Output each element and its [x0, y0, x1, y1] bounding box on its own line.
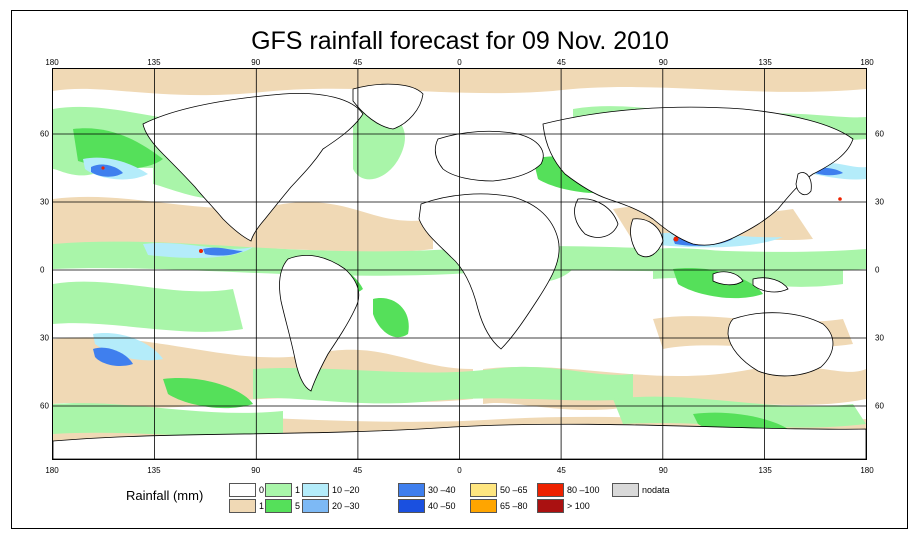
legend-swatch	[302, 483, 329, 497]
figure-frame	[11, 10, 908, 529]
legend-label: 65 –80	[500, 501, 528, 511]
longitude-tick-label: 180	[45, 58, 59, 67]
legend-swatch	[265, 483, 292, 497]
longitude-tick-label: 90	[251, 58, 261, 67]
longitude-tick-label: 135	[147, 466, 161, 475]
legend-swatch	[612, 483, 639, 497]
legend-label: 0	[259, 485, 265, 495]
longitude-tick-label: 135	[147, 58, 161, 67]
longitude-tick-label: 90	[658, 58, 668, 67]
latitude-tick-label: 30	[875, 333, 884, 343]
rainfall-map	[52, 68, 867, 460]
longitude-tick-label: 135	[758, 58, 772, 67]
legend-label: > 100	[567, 501, 590, 511]
graticule	[53, 69, 866, 459]
legend-label: nodata	[642, 485, 670, 495]
legend-swatch	[229, 499, 256, 513]
longitude-tick-label: 135	[758, 466, 772, 475]
legend-label: 10 –20	[332, 485, 360, 495]
legend-label: 1	[259, 501, 265, 511]
latitude-tick-label: 30	[40, 197, 49, 207]
longitude-tick-label: 180	[45, 466, 59, 475]
map-canvas	[53, 69, 866, 459]
legend-swatch	[265, 499, 292, 513]
legend-swatch	[398, 483, 425, 497]
legend-title: Rainfall (mm)	[126, 488, 204, 503]
legend-swatch	[302, 499, 329, 513]
longitude-tick-label: 180	[860, 58, 874, 67]
legend-label: 30 –40	[428, 485, 456, 495]
latitude-tick-label: 60	[875, 401, 884, 411]
map-title: GFS rainfall forecast for 09 Nov. 2010	[251, 27, 669, 55]
longitude-tick-label: 45	[556, 58, 566, 67]
legend-swatch	[470, 483, 497, 497]
longitude-tick-label: 45	[353, 466, 363, 475]
longitude-tick-label: 45	[556, 466, 566, 475]
legend-label: 20 –30	[332, 501, 360, 511]
latitude-tick-label: 0	[875, 265, 880, 275]
longitude-tick-label: 0	[457, 466, 462, 475]
longitude-tick-label: 90	[251, 466, 261, 475]
legend-swatch	[398, 499, 425, 513]
legend-label: 50 –65	[500, 485, 528, 495]
latitude-tick-label: 30	[875, 197, 884, 207]
legend-label: 80 –100	[567, 485, 600, 495]
latitude-tick-label: 0	[40, 265, 45, 275]
longitude-tick-label: 90	[658, 466, 668, 475]
latitude-tick-label: 60	[40, 401, 49, 411]
legend-swatch	[470, 499, 497, 513]
legend-swatch	[537, 499, 564, 513]
latitude-tick-label: 60	[40, 129, 49, 139]
legend-swatch	[229, 483, 256, 497]
legend-swatch	[537, 483, 564, 497]
longitude-tick-label: 180	[860, 466, 874, 475]
latitude-tick-label: 30	[40, 333, 49, 343]
latitude-tick-label: 60	[875, 129, 884, 139]
longitude-tick-label: 45	[353, 58, 363, 67]
longitude-tick-label: 0	[457, 58, 462, 67]
legend-label: 40 –50	[428, 501, 456, 511]
